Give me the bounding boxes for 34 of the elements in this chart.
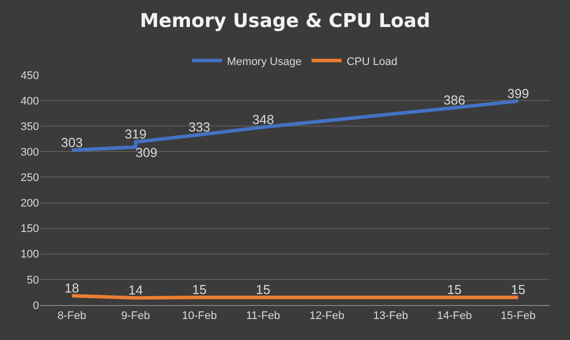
- legend-label: CPU Load: [346, 56, 398, 68]
- data-label: 309: [136, 144, 158, 160]
- y-tick-label: 0: [32, 300, 39, 312]
- data-label: 15: [510, 282, 526, 298]
- data-label: 15: [256, 282, 270, 298]
- y-tick-label: 200: [20, 198, 39, 210]
- y-tick-label: 50: [26, 274, 39, 286]
- x-tick-label: 9-Feb: [121, 310, 150, 322]
- data-label: 348: [252, 112, 274, 127]
- x-tick-label: 8-Feb: [58, 310, 86, 322]
- x-tick-label: 11-Feb: [246, 310, 280, 322]
- data-label: 319: [124, 126, 146, 142]
- y-tick-label: 100: [20, 248, 39, 261]
- data-label: 18: [64, 280, 80, 296]
- data-label: 386: [444, 92, 466, 108]
- data-label: 15: [192, 282, 207, 298]
- x-tick-label: 14-Feb: [436, 310, 472, 322]
- y-tick-label: 300: [20, 146, 39, 159]
- legend-label: Memory Usage: [227, 56, 302, 68]
- y-tick-label: 250: [20, 172, 39, 184]
- data-label: 15: [447, 282, 462, 298]
- x-tick-label: 13-Feb: [373, 310, 408, 322]
- data-label: 14: [128, 282, 143, 298]
- y-tick-label: 150: [20, 223, 39, 236]
- data-label: 399: [507, 86, 529, 101]
- data-label: 333: [188, 120, 210, 135]
- x-tick-label: 15-Feb: [500, 310, 536, 322]
- x-tick-label: 12-Feb: [309, 310, 344, 322]
- y-tick-label: 400: [20, 95, 39, 108]
- x-tick-label: 10-Feb: [182, 310, 217, 322]
- chart-title: Memory Usage & CPU Load: [140, 10, 430, 32]
- data-label: 303: [61, 134, 83, 150]
- y-tick-label: 350: [20, 120, 39, 133]
- y-tick-label: 450: [20, 70, 39, 82]
